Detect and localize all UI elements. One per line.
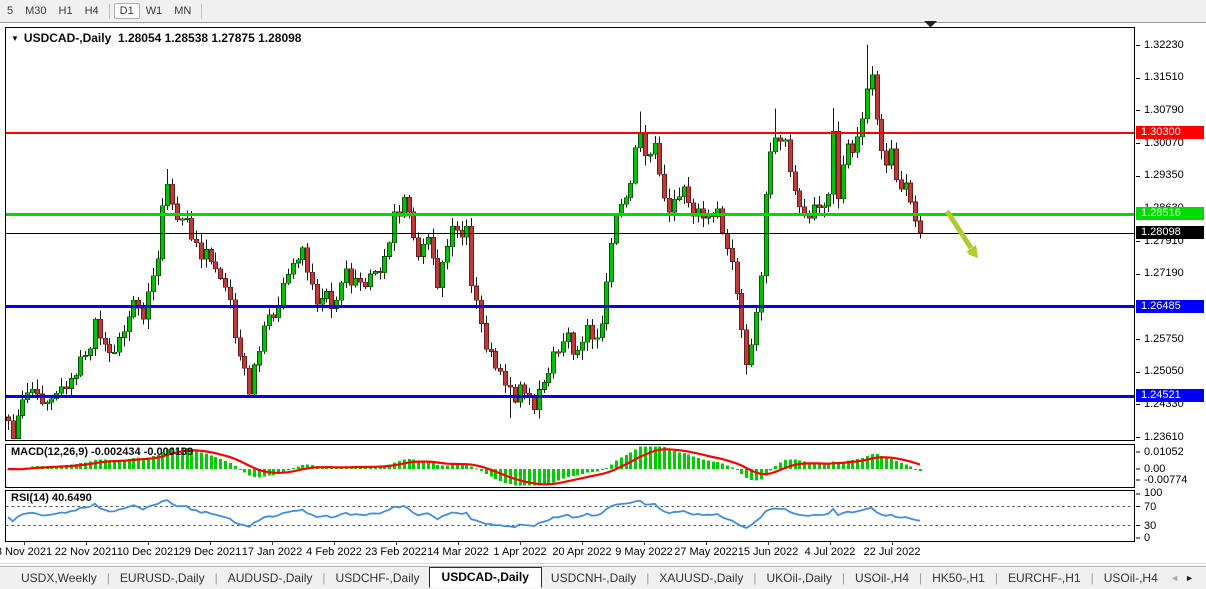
timeframe-button-h4[interactable]: H4 — [84, 5, 99, 17]
chart-tab-xauusd-daily[interactable]: XAUUSD-,Daily — [659, 571, 744, 585]
macd-values: -0.002434 -0.000139 — [91, 446, 194, 458]
price-chart-panel[interactable] — [5, 27, 1135, 441]
date-axis-label: 14 Mar 2022 — [427, 546, 489, 558]
tab-separator: | — [322, 571, 326, 585]
tab-scroll-arrows: ◄► — [1170, 573, 1200, 583]
date-axis-label: 3 Nov 2021 — [0, 546, 53, 558]
rsi-axis-tick: 100 — [1144, 486, 1163, 499]
price-axis-tick: 1.25750 — [1144, 332, 1184, 345]
timeframe-button-m30[interactable]: M30 — [25, 5, 47, 17]
chart-tab-usoil-h4[interactable]: USOil-,H4 — [1103, 571, 1158, 585]
rsi-label: RSI(14) 40.6490 — [11, 492, 92, 504]
price-level-badge: 1.26485 — [1136, 299, 1204, 313]
chart-tab-hk50-h1[interactable]: HK50-,H1 — [932, 571, 985, 585]
price-axis-tick: 1.25050 — [1144, 365, 1184, 378]
macd-axis-tick: -0.00774 — [1144, 474, 1188, 486]
chart-tab-usdx-weekly[interactable]: USDX,Weekly — [21, 571, 97, 585]
macd-axis-tick: 0.01052 — [1144, 446, 1184, 458]
chart-tab-eurchf-h1[interactable]: EURCHF-,H1 — [1007, 571, 1081, 585]
date-axis-label: 27 May 2022 — [674, 546, 738, 558]
chart-tab-bar: USDX,Weekly | EURUSD-,Daily | AUDUSD-,Daily |… — [0, 566, 1206, 589]
chart-tab-usdchf-daily[interactable]: USDCHF-,Daily — [335, 571, 420, 585]
macd-label: MACD(12,26,9) -0.002434 -0.000139 — [11, 446, 193, 458]
symbol-dropdown-icon[interactable]: ▼ — [11, 34, 19, 43]
tab-scroll-right-icon[interactable]: ► — [1185, 573, 1200, 583]
timeframe-button-d1[interactable]: D1 — [113, 3, 140, 19]
price-axis-tick: 1.30790 — [1144, 103, 1184, 116]
tab-separator: | — [841, 571, 845, 585]
chart-tab-usoil-h4[interactable]: USOil-,H4 — [854, 571, 909, 585]
date-axis-label: 1 Apr 2022 — [493, 546, 547, 558]
rsi-axis-tick: 0 — [1144, 531, 1151, 544]
price-level-badge: 1.28516 — [1136, 207, 1204, 221]
chart-title: ▼ USDCAD-,Daily 1.28054 1.28538 1.27875 1… — [11, 31, 301, 45]
chart-tab-ukoil-daily[interactable]: UKOil-,Daily — [766, 571, 832, 585]
rsi-axis-tick: 70 — [1144, 500, 1157, 513]
date-axis-label: 4 Feb 2022 — [306, 546, 362, 558]
date-axis-label: 22 Nov 2021 — [54, 546, 118, 558]
price-level-badge: 1.24521 — [1136, 389, 1204, 403]
tab-separator: | — [214, 571, 218, 585]
status-divider — [0, 563, 1206, 564]
date-axis-label: 20 Apr 2022 — [552, 546, 612, 558]
price-axis-tick: 1.31510 — [1144, 71, 1184, 84]
tab-separator: | — [646, 571, 650, 585]
rsi-axis-tick: 30 — [1144, 519, 1157, 532]
macd-name: MACD(12,26,9) — [11, 446, 89, 458]
price-axis-tick: 1.29350 — [1144, 169, 1184, 182]
price-axis-tick: 1.27190 — [1144, 267, 1184, 280]
chart-tab-audusd-daily[interactable]: AUDUSD-,Daily — [227, 571, 313, 585]
tab-separator: | — [919, 571, 923, 585]
tab-separator: | — [753, 571, 757, 585]
timeframe-button-w1[interactable]: W1 — [145, 5, 163, 17]
timeframe-button-mn[interactable]: MN — [174, 5, 192, 17]
price-axis-tick: 1.30070 — [1144, 136, 1184, 149]
date-axis-label: 9 May 2022 — [615, 546, 673, 558]
tab-separator: | — [994, 571, 998, 585]
chart-tab-eurusd-daily[interactable]: EURUSD-,Daily — [119, 571, 205, 585]
macd-axis-tick: 0.00 — [1144, 463, 1166, 475]
chart-ohlc-values: 1.28054 1.28538 1.27875 1.28098 — [117, 31, 302, 45]
date-axis-label: 17 Jan 2022 — [241, 546, 303, 558]
price-level-badge: 1.30300 — [1136, 126, 1204, 140]
timeframe-toolbar: 5 M30 H1 H4 D1 W1 MN — [0, 0, 1206, 23]
date-axis-label: 4 Jul 2022 — [804, 546, 856, 558]
tab-separator: | — [1090, 571, 1094, 585]
rsi-indicator-panel[interactable] — [5, 490, 1135, 542]
price-axis-tick: 1.32230 — [1144, 38, 1184, 51]
chart-tab-usdcnh-daily[interactable]: USDCNH-,Daily — [550, 571, 637, 585]
date-axis-label: 10 Dec 2021 — [116, 546, 180, 558]
tab-separator: | — [106, 571, 110, 585]
price-axis-tick: 1.23610 — [1144, 430, 1184, 443]
date-axis-label: 29 Dec 2021 — [178, 546, 242, 558]
timeframe-button-5[interactable]: 5 — [7, 5, 14, 17]
toolbar-separator — [201, 3, 203, 19]
chart-tab-usdcad-daily[interactable]: USDCAD-,Daily — [428, 566, 542, 588]
timeframe-button-h1[interactable]: H1 — [58, 5, 73, 17]
price-level-badge: 1.28098 — [1136, 226, 1204, 240]
chart-symbol-label: USDCAD-,Daily — [23, 31, 112, 45]
date-axis-label: 15 Jun 2022 — [737, 546, 799, 558]
date-axis-label: 22 Jul 2022 — [863, 546, 921, 558]
date-axis-label: 23 Feb 2022 — [365, 546, 427, 558]
toolbar-separator — [108, 3, 110, 19]
tab-scroll-left-icon[interactable]: ◄ — [1170, 573, 1186, 583]
